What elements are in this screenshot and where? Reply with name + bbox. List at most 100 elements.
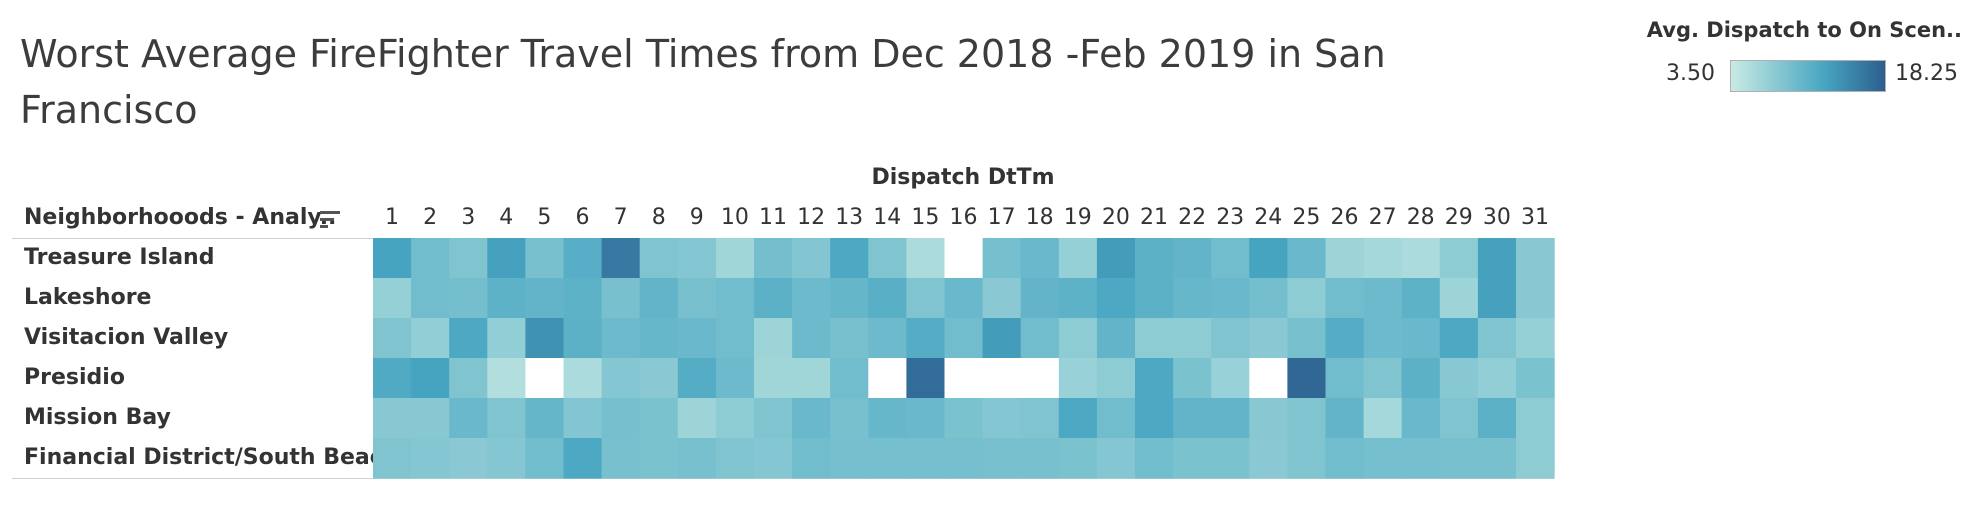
heatmap-cell[interactable] <box>1096 318 1136 359</box>
heatmap-cell[interactable] <box>1401 358 1441 399</box>
heatmap-cell[interactable] <box>944 238 984 279</box>
heatmap-cell[interactable] <box>830 438 869 479</box>
heatmap-cell[interactable] <box>411 318 450 359</box>
heatmap-cell[interactable] <box>639 318 679 359</box>
heatmap-cell[interactable] <box>792 278 831 319</box>
heatmap-cell[interactable] <box>944 318 984 359</box>
heatmap-cell[interactable] <box>411 358 450 399</box>
heatmap-cell[interactable] <box>373 398 412 439</box>
heatmap-cell[interactable] <box>944 358 984 399</box>
heatmap-cell[interactable] <box>1287 318 1327 359</box>
heatmap-cell[interactable] <box>1020 238 1060 279</box>
heatmap-cell[interactable] <box>868 278 907 319</box>
heatmap-cell[interactable] <box>1287 278 1327 319</box>
heatmap-cell[interactable] <box>525 398 565 439</box>
heatmap-cell[interactable] <box>563 398 603 439</box>
heatmap-cell[interactable] <box>792 438 831 479</box>
heatmap-cell[interactable] <box>411 278 450 319</box>
heatmap-cell[interactable] <box>982 398 1022 439</box>
heatmap-cell[interactable] <box>563 238 603 279</box>
heatmap-cell[interactable] <box>754 278 793 319</box>
heatmap-cell[interactable] <box>1211 278 1250 319</box>
heatmap-cell[interactable] <box>1439 278 1479 319</box>
heatmap-cell[interactable] <box>373 358 412 399</box>
heatmap-cell[interactable] <box>1363 238 1403 279</box>
heatmap-cell[interactable] <box>1287 358 1327 399</box>
heatmap-cell[interactable] <box>1439 238 1479 279</box>
heatmap-cell[interactable] <box>1211 358 1250 399</box>
heatmap-cell[interactable] <box>1058 278 1098 319</box>
heatmap-cell[interactable] <box>525 278 565 319</box>
heatmap-cell[interactable] <box>715 318 755 359</box>
heatmap-cell[interactable] <box>677 238 717 279</box>
heatmap-cell[interactable] <box>1135 438 1174 479</box>
heatmap-cell[interactable] <box>868 358 907 399</box>
heatmap-cell[interactable] <box>830 358 869 399</box>
heatmap-cell[interactable] <box>715 438 755 479</box>
heatmap-cell[interactable] <box>1096 398 1136 439</box>
heatmap-cell[interactable] <box>525 438 565 479</box>
heatmap-cell[interactable] <box>601 238 641 279</box>
heatmap-cell[interactable] <box>1211 398 1250 439</box>
heatmap-cell[interactable] <box>677 278 717 319</box>
heatmap-cell[interactable] <box>1287 438 1327 479</box>
heatmap-cell[interactable] <box>1249 398 1288 439</box>
heatmap-cell[interactable] <box>525 358 565 399</box>
heatmap-cell[interactable] <box>830 398 869 439</box>
heatmap-cell[interactable] <box>1325 398 1365 439</box>
heatmap-cell[interactable] <box>1173 318 1212 359</box>
heatmap-cell[interactable] <box>411 438 450 479</box>
heatmap-cell[interactable] <box>449 438 488 479</box>
heatmap-cell[interactable] <box>601 318 641 359</box>
heatmap-cell[interactable] <box>792 398 831 439</box>
heatmap-cell[interactable] <box>1325 438 1365 479</box>
heatmap-cell[interactable] <box>1096 238 1136 279</box>
heatmap-cell[interactable] <box>906 438 946 479</box>
heatmap-cell[interactable] <box>1363 438 1403 479</box>
heatmap-cell[interactable] <box>754 398 793 439</box>
heatmap-cell[interactable] <box>830 238 869 279</box>
heatmap-cell[interactable] <box>754 358 793 399</box>
heatmap-cell[interactable] <box>1249 318 1288 359</box>
heatmap-cell[interactable] <box>563 318 603 359</box>
heatmap-cell[interactable] <box>411 398 450 439</box>
heatmap-cell[interactable] <box>525 318 565 359</box>
heatmap-cell[interactable] <box>1363 398 1403 439</box>
heatmap-cell[interactable] <box>982 438 1022 479</box>
heatmap-cell[interactable] <box>487 438 526 479</box>
heatmap-cell[interactable] <box>1477 358 1517 399</box>
heatmap-cell[interactable] <box>1363 318 1403 359</box>
heatmap-cell[interactable] <box>1135 318 1174 359</box>
heatmap-cell[interactable] <box>906 358 946 399</box>
heatmap-cell[interactable] <box>1477 238 1517 279</box>
heatmap-cell[interactable] <box>449 238 488 279</box>
heatmap-cell[interactable] <box>601 438 641 479</box>
heatmap-cell[interactable] <box>868 238 907 279</box>
heatmap-cell[interactable] <box>868 398 907 439</box>
heatmap-cell[interactable] <box>1401 238 1441 279</box>
heatmap-cell[interactable] <box>1173 438 1212 479</box>
heatmap-cell[interactable] <box>1249 238 1288 279</box>
heatmap-cell[interactable] <box>639 278 679 319</box>
heatmap-cell[interactable] <box>1020 438 1060 479</box>
heatmap-cell[interactable] <box>601 358 641 399</box>
heatmap-cell[interactable] <box>601 278 641 319</box>
heatmap-cell[interactable] <box>677 438 717 479</box>
sort-icon[interactable] <box>320 209 342 229</box>
heatmap-cell[interactable] <box>677 318 717 359</box>
heatmap-cell[interactable] <box>373 438 412 479</box>
heatmap-cell[interactable] <box>792 318 831 359</box>
heatmap-cell[interactable] <box>1401 398 1441 439</box>
heatmap-cell[interactable] <box>944 398 984 439</box>
heatmap-cell[interactable] <box>1173 398 1212 439</box>
heatmap-cell[interactable] <box>1135 398 1174 439</box>
heatmap-cell[interactable] <box>1020 278 1060 319</box>
heatmap-cell[interactable] <box>982 278 1022 319</box>
heatmap-cell[interactable] <box>1516 438 1555 479</box>
heatmap-cell[interactable] <box>563 278 603 319</box>
heatmap-cell[interactable] <box>1477 398 1517 439</box>
heatmap-cell[interactable] <box>1516 278 1555 319</box>
heatmap-cell[interactable] <box>1516 358 1555 399</box>
heatmap-cell[interactable] <box>715 358 755 399</box>
heatmap-cell[interactable] <box>1401 318 1441 359</box>
